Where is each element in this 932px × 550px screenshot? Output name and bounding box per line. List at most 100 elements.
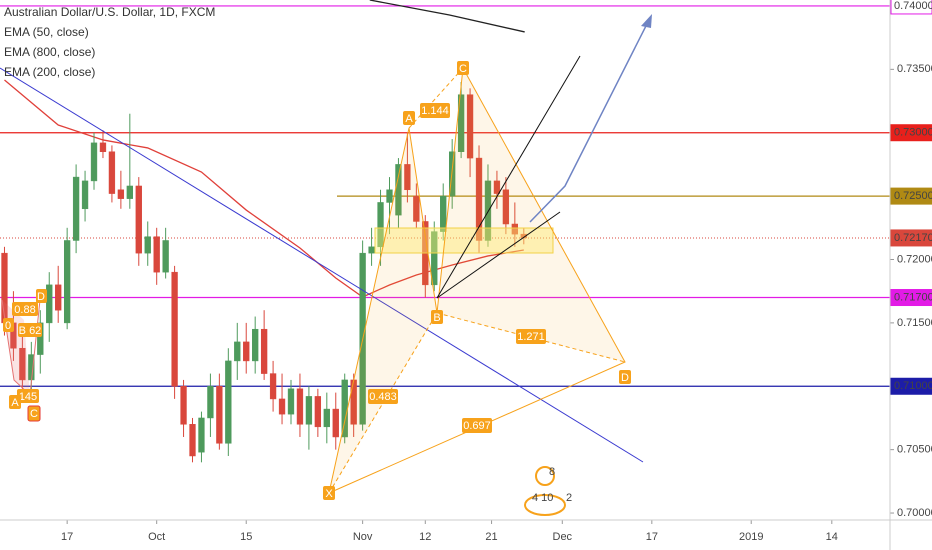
projection-arrow xyxy=(529,17,651,223)
price-level-label: 0.73000 xyxy=(894,127,932,139)
price-level-label: 0.71000 xyxy=(894,380,932,392)
pattern-point: A xyxy=(405,113,413,125)
trend-line xyxy=(436,55,581,299)
candle-body xyxy=(198,417,205,453)
trend-line xyxy=(436,211,561,299)
candle-body xyxy=(126,185,133,199)
pattern-xab xyxy=(329,128,437,493)
label-box xyxy=(403,111,415,125)
x-tick-label: 14 xyxy=(826,531,838,543)
event-label: 8 xyxy=(549,466,555,478)
x-tick-label: 12 xyxy=(419,531,431,543)
event-label: 2 xyxy=(566,492,572,504)
candle-body xyxy=(305,396,313,425)
x-tick-label: Dec xyxy=(553,531,573,543)
price-level-label: 0.72500 xyxy=(894,190,932,202)
candle-body xyxy=(243,341,250,362)
pattern-ratio: 0.483 xyxy=(369,391,397,403)
trend-line xyxy=(0,67,644,463)
y-tick-label: 0.70000 xyxy=(897,507,932,519)
event-label: 4 10 xyxy=(532,492,553,504)
candle-body xyxy=(287,388,295,415)
pattern-point: C xyxy=(459,63,467,75)
candle-body xyxy=(135,185,142,254)
label-box xyxy=(323,486,335,500)
candle-body xyxy=(440,195,447,232)
ratio-box xyxy=(420,103,450,118)
candle-body xyxy=(171,271,178,387)
candle-body xyxy=(90,142,98,182)
left-label: 0.88 xyxy=(14,304,35,316)
label-box xyxy=(12,302,38,316)
x-tick-label: 2019 xyxy=(739,531,763,543)
candle-body xyxy=(466,94,474,159)
x-tick-label: Oct xyxy=(148,531,165,543)
candle-body xyxy=(19,347,26,381)
arrow-head xyxy=(641,14,652,28)
candle-body xyxy=(457,94,465,152)
candle-body xyxy=(493,180,501,194)
candle-body xyxy=(502,189,510,225)
candle-body xyxy=(99,142,107,152)
x-tick-label: Nov xyxy=(353,531,373,543)
candle-body xyxy=(260,328,268,374)
candle-body xyxy=(323,408,330,428)
ratio-box xyxy=(462,418,492,433)
x-tick-label: 17 xyxy=(646,531,658,543)
candle-body xyxy=(269,373,277,400)
price-level-box xyxy=(890,0,932,15)
left-label: 145 xyxy=(19,391,37,403)
pattern-outline xyxy=(328,66,626,494)
candle-body xyxy=(216,386,223,444)
legend-entry: EMA (800, close) xyxy=(4,45,95,59)
candle-body xyxy=(511,223,518,235)
events: 8 4 10 2 xyxy=(524,466,572,516)
pattern-labels: X A B C D 0.483 1.144 1.271 0.697 xyxy=(323,61,631,500)
candle-body xyxy=(296,388,304,425)
label-box xyxy=(431,310,443,324)
candle-body xyxy=(162,240,169,273)
candle-body xyxy=(278,398,286,415)
candle-body xyxy=(180,386,187,425)
candle-body xyxy=(117,189,125,199)
label-box xyxy=(619,370,631,384)
candle-body xyxy=(81,180,89,210)
price-level-label: 0.72170 xyxy=(894,232,932,244)
candle-body xyxy=(72,176,80,241)
candle-body xyxy=(225,360,232,444)
candle-body xyxy=(108,151,116,194)
price-level-box xyxy=(890,187,932,205)
candle-body xyxy=(63,240,71,324)
price-level-label: 0.71700 xyxy=(894,291,932,303)
candle-body xyxy=(431,231,438,286)
candle-body xyxy=(314,396,322,428)
pattern-ratio: 1.271 xyxy=(517,331,545,343)
pattern-point: D xyxy=(621,372,629,384)
candle-body xyxy=(234,341,241,362)
pattern-bcd xyxy=(437,68,625,362)
candle-body xyxy=(207,386,214,419)
left-label: A xyxy=(11,397,19,409)
candle-body xyxy=(46,284,53,324)
label-box xyxy=(9,395,21,409)
candle-body xyxy=(252,328,259,362)
price-level-box xyxy=(890,124,932,142)
left-label: 0 xyxy=(5,320,11,332)
label-box xyxy=(27,405,41,422)
left-pattern-line xyxy=(1,299,41,397)
price-level-label: 0.74000 xyxy=(894,0,932,12)
candle-body xyxy=(368,246,375,254)
price-level-box xyxy=(890,289,932,307)
ratio-box xyxy=(516,329,546,344)
label-box xyxy=(457,61,469,75)
candle-body xyxy=(153,236,160,273)
plot-area xyxy=(0,0,894,524)
left-pattern-labels: 0.88 B 62 145 A C 0 D xyxy=(3,289,47,422)
pattern-ratio: 0.697 xyxy=(463,420,491,432)
drawings xyxy=(0,14,652,494)
price-level-box xyxy=(890,229,932,247)
candle-body xyxy=(484,180,492,241)
